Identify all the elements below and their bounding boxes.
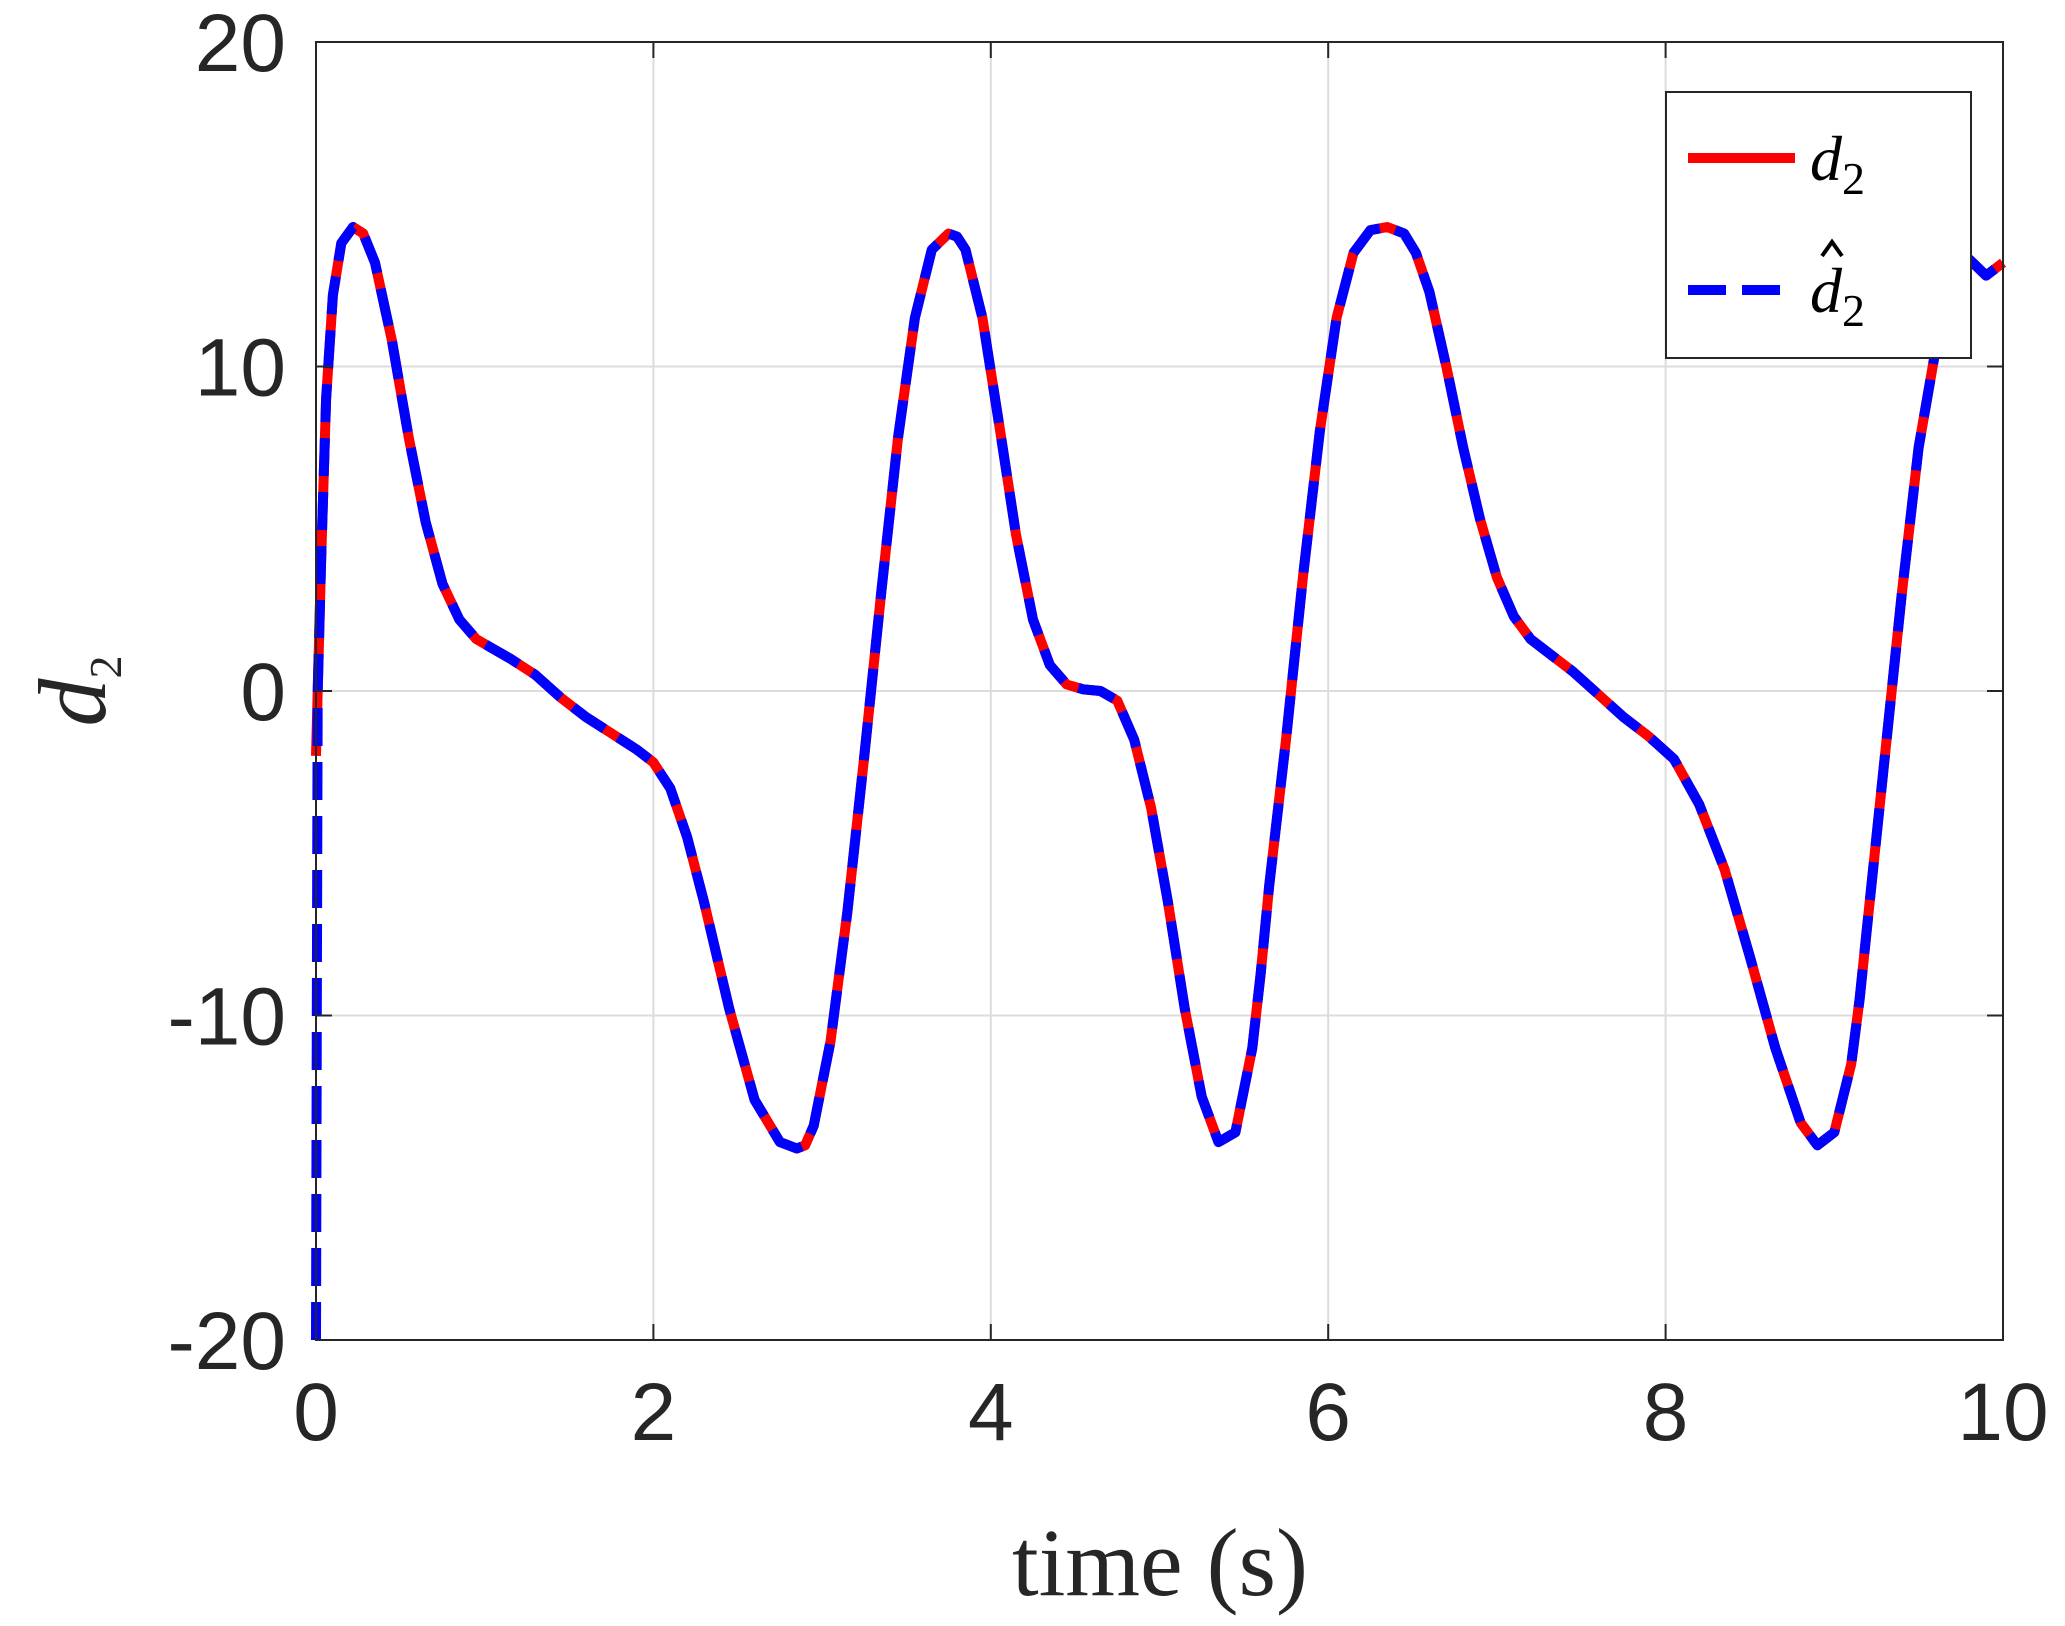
- x-tick-label: 10: [1957, 1367, 2048, 1458]
- tick-marks: [315, 41, 2004, 1341]
- legend-label-d2-hat-subscript: 2: [1842, 285, 1865, 336]
- y-tick-label: 10: [195, 323, 286, 414]
- y-axis-label-main: d: [19, 678, 126, 727]
- y-axis-label-subscript: 2: [80, 656, 131, 679]
- legend-label-d2-hat: d2: [1810, 255, 1865, 336]
- hat-accent-icon: [1820, 238, 1844, 258]
- y-tick-label: -20: [167, 1296, 286, 1387]
- x-axis-label: time (s): [1012, 1509, 1308, 1616]
- x-tick-label: 4: [968, 1367, 1014, 1458]
- tick-labels: 0 2 4 6 8 10 -20 -10 0 10 20: [167, 0, 2048, 1458]
- legend-label-d2: d2: [1810, 123, 1865, 204]
- x-tick-label: 0: [293, 1367, 339, 1458]
- svg-text:d2: d2: [19, 656, 131, 727]
- legend-box: [1665, 91, 1972, 359]
- y-tick-label: -10: [167, 972, 286, 1063]
- legend-label-d2-subscript: 2: [1842, 153, 1865, 204]
- x-tick-label: 6: [1305, 1367, 1351, 1458]
- legend-label-d2-hat-main: d: [1810, 255, 1843, 326]
- x-tick-label: 2: [631, 1367, 677, 1458]
- x-tick-label: 8: [1643, 1367, 1689, 1458]
- series-line-d2-hat: [311, 222, 2007, 1341]
- legend: d2 d2: [1665, 91, 1972, 359]
- y-tick-label: 0: [240, 647, 286, 738]
- y-axis-label: d2: [19, 656, 131, 727]
- y-tick-label: 20: [195, 0, 286, 89]
- legend-label-d2-main: d: [1810, 123, 1843, 194]
- series-layer: [311, 222, 2007, 1341]
